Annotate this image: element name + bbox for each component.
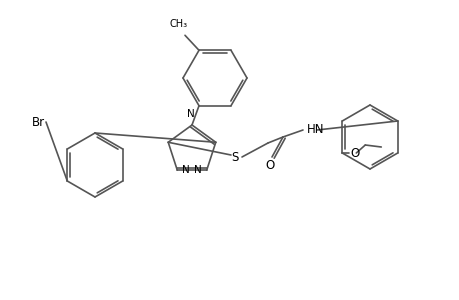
Text: HN: HN <box>306 122 324 136</box>
Text: CH₃: CH₃ <box>169 19 188 29</box>
Text: O: O <box>265 158 274 172</box>
Text: O: O <box>349 146 359 160</box>
Text: N: N <box>194 165 201 175</box>
Text: N: N <box>182 165 190 175</box>
Text: S: S <box>231 151 238 164</box>
Text: Br: Br <box>31 116 45 128</box>
Text: N: N <box>187 109 195 119</box>
